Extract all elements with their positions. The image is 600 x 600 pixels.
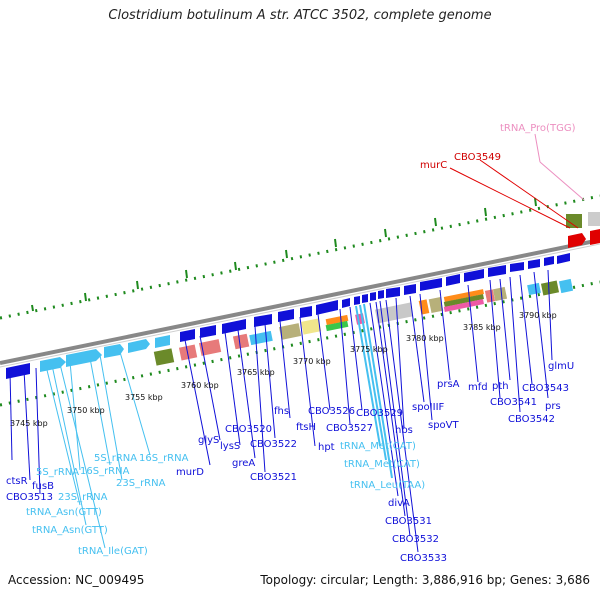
label-leader-lines <box>9 269 553 553</box>
gene-label: 5S_rRNA <box>94 453 137 464</box>
tick-label: 3775 kbp <box>350 345 388 354</box>
gene-label: hpt <box>318 442 335 453</box>
tick-label: 3755 kbp <box>125 393 163 402</box>
gene-label: CBO3532 <box>392 534 439 545</box>
gene-label: pth <box>492 381 509 392</box>
tick-label: 3785 kbp <box>463 323 501 332</box>
gene-label: hbs <box>395 425 413 436</box>
gene-label: CBO3526 <box>308 406 355 417</box>
highlighted-features <box>566 212 600 248</box>
gene-label: tRNA_Met(CAT) <box>344 459 420 470</box>
gene-label: CBO3521 <box>250 472 297 483</box>
gene-label: prs <box>545 401 561 412</box>
gene-label: CBO3522 <box>250 439 297 450</box>
gene-label: tRNA_Asn(GTT) <box>26 507 102 518</box>
tick-label: 3770 kbp <box>293 357 331 366</box>
gene-label: CBO3543 <box>522 383 569 394</box>
gene-label: CBO3542 <box>508 414 555 425</box>
gene-label: CBO3549 <box>454 152 501 163</box>
gene-label: fhs <box>274 406 289 417</box>
gene-label: CBO3520 <box>225 424 272 435</box>
gene-label: greA <box>232 458 255 469</box>
gene-label: 23S_rRNA <box>116 478 166 489</box>
gene-label: glmU <box>548 361 574 372</box>
gene-label: CBO3541 <box>490 397 537 408</box>
outer-major-ticks <box>31 197 537 312</box>
gene-label: lysS <box>220 441 240 452</box>
gene-label: divA <box>388 498 410 509</box>
gene-label: 16S_rRNA <box>80 466 130 477</box>
gene-label: CBO3513 <box>6 492 53 503</box>
gene-label: tRNA_Leu(TAA) <box>350 480 425 491</box>
inner-tick-track <box>0 280 600 407</box>
gene-label: 16S_rRNA <box>139 453 189 464</box>
tick-label: 3750 kbp <box>67 406 105 415</box>
tick-label: 3760 kbp <box>181 381 219 390</box>
gene-label: spoIIIF <box>412 402 445 413</box>
gene-label: murC <box>420 160 447 171</box>
gene-labels: tRNA_Pro(TGG) CBO3549 murC glmU CBO3543 … <box>6 123 576 564</box>
tick-label: 3765 kbp <box>237 368 275 377</box>
gene-label: tRNA_Ile(GAT) <box>78 546 148 557</box>
gene-label: 23S_rRNA <box>58 492 108 503</box>
gene-label: CBO3531 <box>385 516 432 527</box>
gene-label: CBO3533 <box>400 553 447 564</box>
tick-label: 3790 kbp <box>519 311 557 320</box>
outer-tick-track <box>0 194 600 320</box>
gene-label: tRNA_Asn(GTT) <box>32 525 108 536</box>
tick-label: 3780 kbp <box>406 334 444 343</box>
gene-label: murD <box>176 467 204 478</box>
map-title: Clostridium botulinum A str. ATCC 3502, … <box>108 8 492 23</box>
gene-label: CBO3527 <box>326 423 373 434</box>
genome-summary-text: Topology: circular; Length: 3,886,916 bp… <box>260 573 590 587</box>
callout-lines <box>449 133 585 229</box>
gene-label: fusB <box>32 481 54 492</box>
gene-label: tRNA_Pro(TGG) <box>500 123 576 134</box>
gene-label: mfd <box>468 382 488 393</box>
gene-label: prsA <box>437 379 460 390</box>
gene-label: CBO3529 <box>356 408 403 419</box>
genome-backbone <box>0 238 600 365</box>
accession-text: Accession: NC_009495 <box>8 573 145 587</box>
gene-label: glyS <box>198 435 219 446</box>
gene-label: tRNA_Met(CAT) <box>340 441 416 452</box>
forward-strand-features <box>6 253 570 379</box>
tick-label: 3745 kbp <box>10 419 48 428</box>
gene-label: 5S_rRNA <box>36 467 79 478</box>
gene-label: ctsR <box>6 476 28 487</box>
gene-label: spoVT <box>428 420 460 431</box>
kbp-tick-labels: 3745 kbp 3750 kbp 3755 kbp 3760 kbp 3765… <box>10 311 557 428</box>
gene-label: ftsH <box>296 422 316 433</box>
